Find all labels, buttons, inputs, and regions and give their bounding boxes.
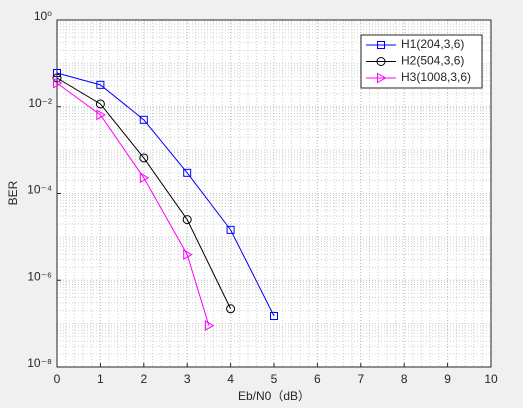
x-tick-label: 4	[227, 372, 234, 386]
x-axis-label: Eb/N0（dB）	[238, 389, 310, 403]
marker	[139, 153, 149, 163]
y-tick-label: 10⁻⁸	[27, 356, 52, 370]
y-axis-label: BER	[6, 180, 20, 205]
marker	[204, 320, 215, 331]
marker	[183, 168, 192, 177]
legend-label: H2(504,3,6)	[401, 54, 464, 68]
series-line	[56, 77, 232, 309]
marker	[226, 304, 236, 314]
marker	[96, 80, 105, 89]
y-tick-label: 10⁻⁴	[27, 183, 52, 197]
marker	[96, 109, 106, 121]
x-tick-label: 6	[314, 372, 321, 386]
marker	[226, 225, 235, 234]
marker	[139, 115, 148, 124]
series-line	[56, 72, 275, 317]
marker	[53, 77, 63, 89]
marker	[377, 41, 385, 49]
axes-box	[56, 19, 492, 368]
marker	[183, 249, 193, 260]
marker	[182, 215, 192, 225]
x-tick-label: 0	[54, 372, 61, 386]
x-tick-label: 10	[484, 372, 498, 386]
x-tick-label: 2	[140, 372, 147, 386]
x-tick-label: 1	[97, 372, 104, 386]
marker	[53, 68, 61, 77]
marker	[139, 172, 150, 184]
y-tick-label: 10⁻⁶	[27, 269, 52, 283]
series-line	[56, 82, 210, 326]
x-tick-label: 3	[184, 372, 191, 386]
marker	[377, 72, 387, 84]
x-tick-label: 8	[401, 372, 408, 386]
x-tick-label: 5	[271, 372, 278, 386]
marker	[270, 311, 278, 320]
y-tick-label: 10⁻²	[28, 96, 52, 110]
x-tick-label: 7	[357, 372, 364, 386]
marker	[376, 57, 386, 66]
legend: H1(204,3,6) H2(504,3,6) H3(1008,3,6)	[360, 34, 483, 89]
x-tick-label: 9	[444, 372, 451, 386]
y-tick-label: 10⁰	[34, 9, 52, 23]
marker	[95, 99, 105, 109]
legend-label: H3(1008,3,6)	[401, 70, 471, 84]
legend-label: H1(204,3,6)	[401, 37, 464, 51]
